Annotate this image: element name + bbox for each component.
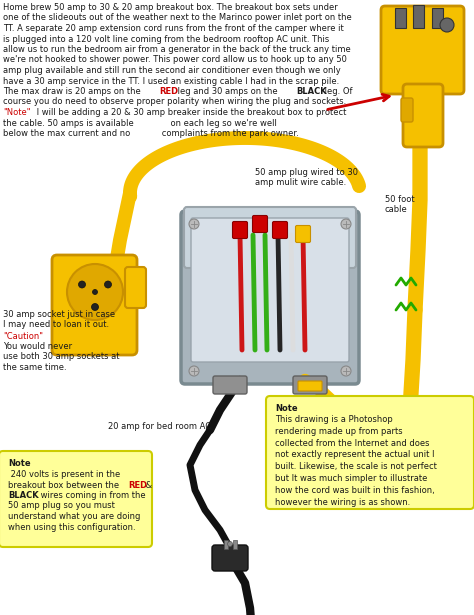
Text: BLACK: BLACK <box>296 87 327 96</box>
Text: Note: Note <box>275 404 298 413</box>
Bar <box>224 540 228 549</box>
FancyBboxPatch shape <box>273 221 288 239</box>
Bar <box>432 8 443 28</box>
Text: 30 amp socket just in case
I may need to loan it out.: 30 amp socket just in case I may need to… <box>3 310 115 330</box>
Circle shape <box>341 219 351 229</box>
FancyBboxPatch shape <box>213 376 247 394</box>
FancyBboxPatch shape <box>0 451 152 547</box>
FancyBboxPatch shape <box>191 218 349 362</box>
Bar <box>395 8 406 28</box>
Text: we're not hooked to shower power. This power cord allow us to hook up to any 50: we're not hooked to shower power. This p… <box>3 55 347 65</box>
Text: 20 amp for bed room AC: 20 amp for bed room AC <box>108 422 211 431</box>
Text: 240 volts is present in the: 240 volts is present in the <box>8 470 120 479</box>
FancyBboxPatch shape <box>181 211 359 384</box>
Text: breakout box between the: breakout box between the <box>8 480 122 490</box>
Bar <box>233 540 237 549</box>
Text: leg and 30 amps on the: leg and 30 amps on the <box>175 87 281 96</box>
FancyBboxPatch shape <box>381 6 464 94</box>
FancyBboxPatch shape <box>233 221 247 239</box>
Text: the cable. 50 amps is available              on each leg so we're well: the cable. 50 amps is available on each … <box>3 119 277 127</box>
Text: Note: Note <box>8 459 31 468</box>
FancyBboxPatch shape <box>52 255 137 355</box>
Circle shape <box>228 541 233 547</box>
Text: &: & <box>143 480 152 490</box>
FancyBboxPatch shape <box>401 98 413 122</box>
Text: understand what you are doing: understand what you are doing <box>8 512 140 521</box>
FancyBboxPatch shape <box>293 376 327 394</box>
Text: I will be adding a 20 & 30 amp breaker inside the breakout box to protect: I will be adding a 20 & 30 amp breaker i… <box>34 108 346 117</box>
Text: BLACK: BLACK <box>8 491 38 500</box>
Circle shape <box>189 366 199 376</box>
Circle shape <box>92 290 98 295</box>
FancyBboxPatch shape <box>266 396 474 509</box>
Bar <box>413 5 424 28</box>
Circle shape <box>91 303 99 311</box>
Text: Home brew 50 amp to 30 & 20 amp breakout box. The breakout box sets under: Home brew 50 amp to 30 & 20 amp breakout… <box>3 3 338 12</box>
Text: one of the slideouts out of the weather next to the Marinco power inlet port on : one of the slideouts out of the weather … <box>3 14 352 23</box>
Text: below the max current and no            complaints from the park owner.: below the max current and no complaints … <box>3 129 299 138</box>
Circle shape <box>341 366 351 376</box>
Text: wires coming in from the: wires coming in from the <box>38 491 146 500</box>
Circle shape <box>189 219 199 229</box>
FancyBboxPatch shape <box>403 84 443 147</box>
Text: RED: RED <box>160 87 179 96</box>
FancyBboxPatch shape <box>298 381 322 391</box>
Text: is plugged into a 120 volt line coming from the bedroom rooftop AC unit. This: is plugged into a 120 volt line coming f… <box>3 34 329 44</box>
FancyBboxPatch shape <box>212 545 248 571</box>
Text: have a 30 amp service in the TT. I used an existing cable I had in the scrap pil: have a 30 amp service in the TT. I used … <box>3 76 339 85</box>
Text: 50 foot
cable: 50 foot cable <box>385 195 415 215</box>
FancyBboxPatch shape <box>184 207 356 268</box>
Text: "Note": "Note" <box>3 108 30 117</box>
Circle shape <box>67 264 123 320</box>
Text: "Caution": "Caution" <box>3 332 43 341</box>
Text: This drawing is a Photoshop
rendering made up from parts
collected from the Inte: This drawing is a Photoshop rendering ma… <box>275 415 437 507</box>
Text: course you do need to observe proper polarity when wiring the plug and sockets.: course you do need to observe proper pol… <box>3 98 346 106</box>
FancyBboxPatch shape <box>125 267 146 308</box>
Text: RED: RED <box>128 480 147 490</box>
Circle shape <box>79 281 85 288</box>
Text: amp plug available and still run the second air conditioner even though we only: amp plug available and still run the sec… <box>3 66 341 75</box>
Text: allow us to run the bedroom air from a generator in the back of the truck any ti: allow us to run the bedroom air from a g… <box>3 45 351 54</box>
Text: when using this configuration.: when using this configuration. <box>8 523 136 531</box>
Circle shape <box>104 281 111 288</box>
FancyBboxPatch shape <box>253 215 267 232</box>
Text: 50 amp plug wired to 30
amp mulit wire cable.: 50 amp plug wired to 30 amp mulit wire c… <box>255 168 358 188</box>
Text: leg. Of: leg. Of <box>322 87 353 96</box>
Circle shape <box>440 18 454 32</box>
FancyBboxPatch shape <box>295 226 310 242</box>
Text: The max draw is 20 amps on the: The max draw is 20 amps on the <box>3 87 143 96</box>
Text: You would never
use both 30 amp sockets at
the same time.: You would never use both 30 amp sockets … <box>3 342 119 372</box>
Text: TT. A separate 20 amp extension cord runs from the front of the camper where it: TT. A separate 20 amp extension cord run… <box>3 24 344 33</box>
Text: 50 amp plug so you must: 50 amp plug so you must <box>8 501 115 510</box>
